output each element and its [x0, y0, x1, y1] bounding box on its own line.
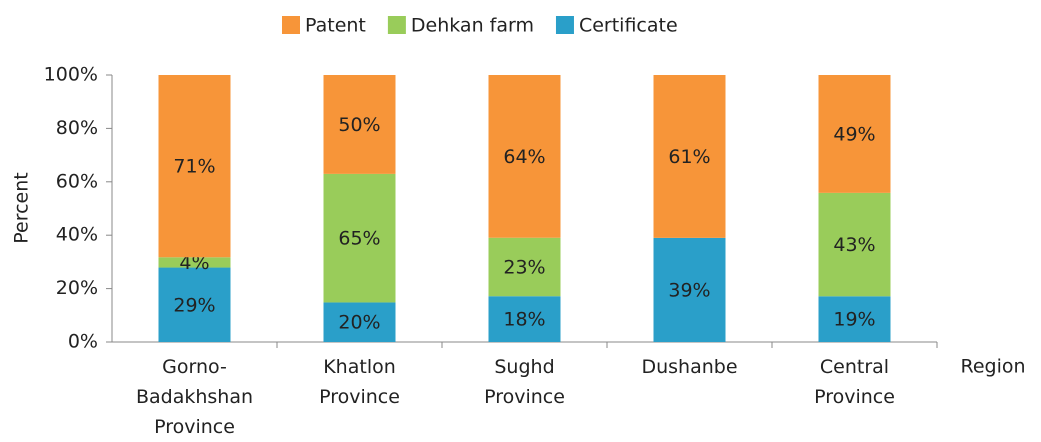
bar-segment — [158, 267, 231, 342]
bar-segment — [488, 296, 561, 342]
x-axis-label: Region — [960, 356, 1025, 378]
value-label: 64% — [503, 146, 545, 168]
value-label: 4% — [179, 252, 209, 274]
bar-segment — [653, 237, 726, 342]
legend-swatch — [282, 16, 300, 34]
value-label: 71% — [173, 156, 215, 178]
bar-segment — [323, 75, 396, 174]
x-tick-label: Khatlon Province — [319, 356, 400, 408]
x-tick-label: Central Province — [814, 356, 895, 408]
value-label: 19% — [833, 309, 875, 331]
value-label: 50% — [338, 114, 380, 136]
bar-segment — [818, 75, 891, 193]
bar-segment — [488, 237, 561, 297]
bar-segment — [818, 192, 891, 297]
x-tick-label: Gorno-Badakhshan Province — [135, 356, 254, 438]
y-tick-label: 100% — [44, 64, 98, 86]
value-label: 49% — [833, 123, 875, 145]
y-tick-label: 60% — [56, 170, 98, 192]
value-label: 43% — [833, 234, 875, 256]
bar-segment — [653, 75, 726, 238]
x-tick-label: Dushanbe — [641, 356, 738, 378]
bar-segment — [818, 296, 891, 342]
bar-segment — [323, 302, 396, 342]
legend-label: Dehkan farm — [411, 15, 534, 37]
y-tick-label: 20% — [56, 277, 98, 299]
y-axis-label: Percent — [11, 172, 33, 244]
y-tick-label: 0% — [68, 331, 98, 353]
bar-segment — [323, 173, 396, 303]
value-label: 20% — [338, 312, 380, 334]
value-label: 23% — [503, 256, 545, 278]
value-label: 65% — [338, 228, 380, 250]
value-label: 18% — [503, 309, 545, 331]
y-tick-label: 40% — [56, 224, 98, 246]
x-tick-label: Sughd Province — [484, 356, 565, 408]
value-label: 39% — [668, 279, 710, 301]
bar-segment — [158, 257, 231, 268]
y-tick-label: 80% — [56, 117, 98, 139]
legend-label: Certificate — [579, 15, 678, 37]
bar-segment — [158, 75, 231, 258]
legend-swatch — [555, 16, 574, 34]
value-label: 61% — [668, 146, 710, 168]
legend-label: Patent — [305, 15, 366, 37]
value-label: 29% — [173, 294, 215, 316]
bar-segment — [488, 75, 561, 238]
legend-swatch — [387, 16, 406, 34]
